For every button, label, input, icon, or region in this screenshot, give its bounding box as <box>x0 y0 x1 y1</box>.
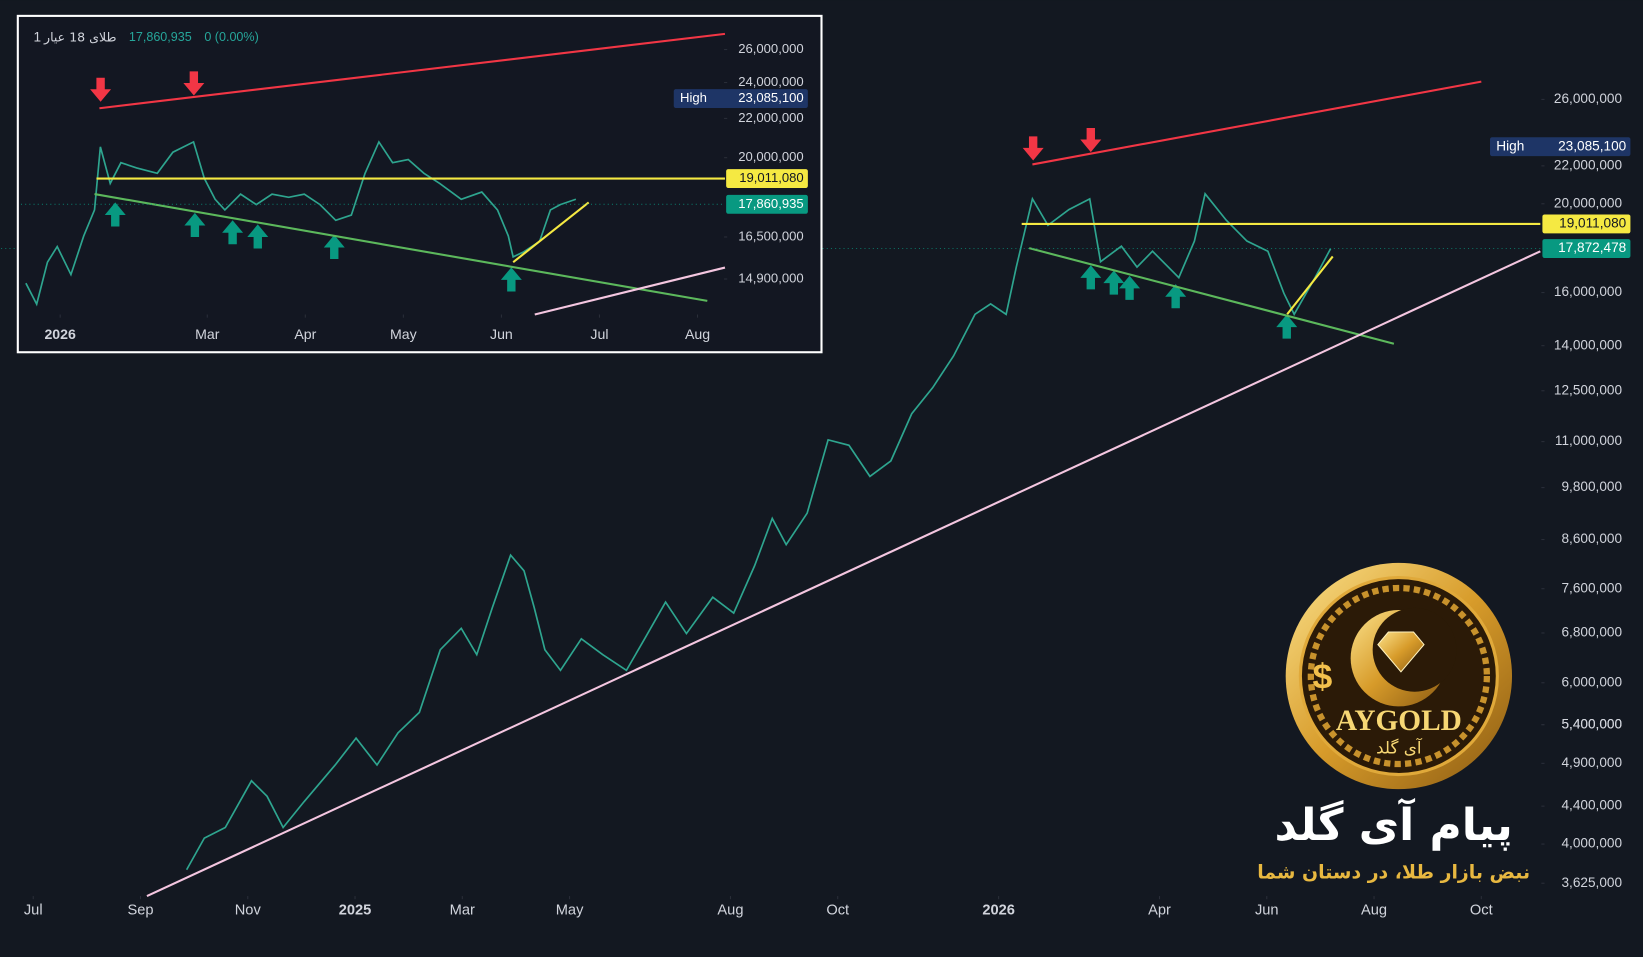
x-tick-label: May <box>556 903 584 919</box>
inset-frame <box>16 14 823 354</box>
x-tick-label: Aug <box>1361 903 1387 919</box>
price-tag <box>1490 137 1631 157</box>
x-tick-label: May <box>390 326 418 342</box>
diamond <box>1377 631 1425 673</box>
x-tick-label: Nov <box>235 903 262 919</box>
x-tick-label: Jul <box>24 903 43 919</box>
price-tag <box>673 89 808 109</box>
trend-line <box>146 250 1541 898</box>
y-tick-label: 11,000,000 <box>1555 433 1623 448</box>
y-tick-label: 8,600,000 <box>1561 531 1622 546</box>
trend-line <box>1286 255 1334 315</box>
trend-line <box>1028 247 1395 345</box>
trend-line <box>512 201 590 264</box>
logo-pattern <box>1307 584 1491 768</box>
y-tick-label: 4,400,000 <box>1561 798 1622 813</box>
y-tick-label: 26,000,000 <box>738 41 803 56</box>
price-tag-value: 19,011,080 <box>739 170 803 185</box>
logo: $ AYGOLD آی گلد پیام آی گلد نبض بازار طل… <box>1257 562 1530 884</box>
last-price: 17,860,935 <box>129 30 192 44</box>
y-tick-label: 6,800,000 <box>1561 625 1622 640</box>
price-tag-value: 17,860,935 <box>738 196 803 211</box>
price-tag-name: High <box>680 90 707 105</box>
price-tag <box>726 194 808 214</box>
y-tick-label: 16,500,000 <box>738 228 803 243</box>
y-tick-label: 7,600,000 <box>1561 580 1622 595</box>
brand-fa: آی گلد <box>1376 736 1423 757</box>
trend-line <box>1032 80 1482 166</box>
price-tag-value: 17,872,478 <box>1558 240 1626 255</box>
y-tick-label: 4,000,000 <box>1561 836 1622 851</box>
y-tick-label: 12,500,000 <box>1554 382 1623 397</box>
dollar-sign: $ <box>1312 657 1332 697</box>
price-tag <box>1542 214 1631 234</box>
y-tick-label: 22,000,000 <box>1554 157 1623 172</box>
watermark-tagline: نبض بازار طلا، در دستان شما <box>1257 862 1530 884</box>
price-tag <box>726 169 808 189</box>
y-tick-label: 14,000,000 <box>1554 337 1623 352</box>
trend-line <box>534 266 726 316</box>
x-tick-label: 2025 <box>339 903 372 919</box>
y-tick-label: 3,625,000 <box>1561 875 1622 890</box>
y-tick-label: 5,400,000 <box>1561 716 1622 731</box>
brand: AYGOLD <box>1336 705 1462 737</box>
y-tick-label: 26,000,000 <box>1554 91 1623 106</box>
symbol: طلای 18 عیار <box>43 29 117 45</box>
trend-line <box>94 193 708 302</box>
y-tick-label: 14,900,000 <box>738 270 803 285</box>
x-tick-label: Oct <box>826 903 849 919</box>
y-tick-label: 5,400,000 <box>1561 716 1622 731</box>
price-line <box>25 140 577 307</box>
price-tag-value: 23,085,100 <box>1558 138 1627 153</box>
inset-chart: 1 طلای 18 عیار 17,860,935 0 (0.00%) 26,0… <box>16 14 823 354</box>
x-tick-label: Aug <box>685 326 710 342</box>
x-tick-label: Oct <box>1470 903 1493 919</box>
y-tick-label: 20,000,000 <box>1554 195 1623 210</box>
y-tick-label: 20,000,000 <box>738 149 803 164</box>
y-tick-label: 22,000,000 <box>738 110 803 125</box>
x-tick-label: Apr <box>1148 903 1171 919</box>
y-tick-label: 4,900,000 <box>1561 755 1622 770</box>
main-chart: 26,000,000 22,000,000 20,000,000 16,000,000… <box>1 80 1631 919</box>
x-tick-label: Mar <box>450 903 475 919</box>
price-line <box>185 191 1332 871</box>
watermark-title: پیام آی گلد <box>1274 797 1512 851</box>
price-tag-value: 23,085,100 <box>738 90 803 105</box>
x-tick-label: 2026 <box>982 903 1015 919</box>
y-tick-label: 6,000,000 <box>1561 674 1622 689</box>
price-tag-value: 19,011,080 <box>1559 216 1627 231</box>
x-tick-label: Apr <box>294 326 316 342</box>
price-tag-name: High <box>1496 138 1524 153</box>
x-tick-label: Jun <box>490 326 513 342</box>
x-tick-label: Jul <box>590 326 608 342</box>
x-tick-label: Sep <box>127 903 153 919</box>
x-tick-label: 2026 <box>44 326 76 342</box>
change: 0 (0.00%) <box>204 30 258 44</box>
y-tick-label: 16,000,000 <box>1554 284 1623 299</box>
trend-line <box>99 32 726 110</box>
y-tick-label: 24,000,000 <box>738 74 803 89</box>
x-tick-label: Mar <box>195 326 220 342</box>
price-tag <box>1542 239 1631 258</box>
interval: 1 <box>34 29 42 44</box>
y-tick-label: 9,800,000 <box>1561 479 1622 494</box>
x-tick-label: Jun <box>1255 903 1279 919</box>
x-tick-label: Aug <box>717 903 743 919</box>
